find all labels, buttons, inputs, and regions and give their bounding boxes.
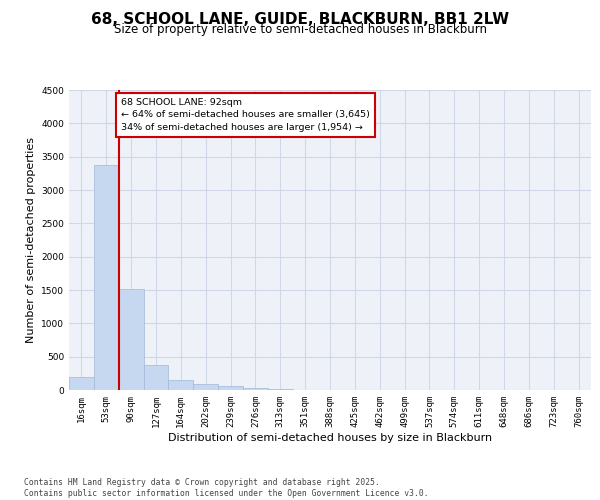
Bar: [268, 388, 293, 390]
Text: 68 SCHOOL LANE: 92sqm
← 64% of semi-detached houses are smaller (3,645)
34% of s: 68 SCHOOL LANE: 92sqm ← 64% of semi-deta…: [121, 98, 370, 132]
Bar: [69, 376, 94, 390]
Text: Contains HM Land Registry data © Crown copyright and database right 2025.
Contai: Contains HM Land Registry data © Crown c…: [24, 478, 428, 498]
Bar: [243, 388, 268, 390]
Bar: [169, 380, 193, 390]
Text: Size of property relative to semi-detached houses in Blackburn: Size of property relative to semi-detach…: [113, 22, 487, 36]
Y-axis label: Number of semi-detached properties: Number of semi-detached properties: [26, 137, 35, 343]
Bar: [218, 386, 243, 390]
X-axis label: Distribution of semi-detached houses by size in Blackburn: Distribution of semi-detached houses by …: [168, 432, 492, 442]
Bar: [94, 164, 119, 390]
Bar: [193, 384, 218, 390]
Text: 68, SCHOOL LANE, GUIDE, BLACKBURN, BB1 2LW: 68, SCHOOL LANE, GUIDE, BLACKBURN, BB1 2…: [91, 12, 509, 28]
Bar: [143, 366, 169, 390]
Bar: [119, 290, 143, 390]
